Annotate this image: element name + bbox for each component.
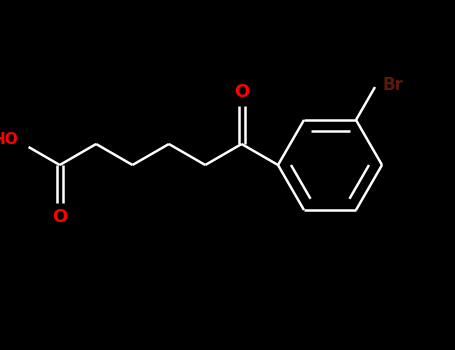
Text: O: O <box>52 208 67 226</box>
Text: HO: HO <box>0 132 19 147</box>
Text: Br: Br <box>383 76 404 94</box>
Text: O: O <box>234 83 249 101</box>
